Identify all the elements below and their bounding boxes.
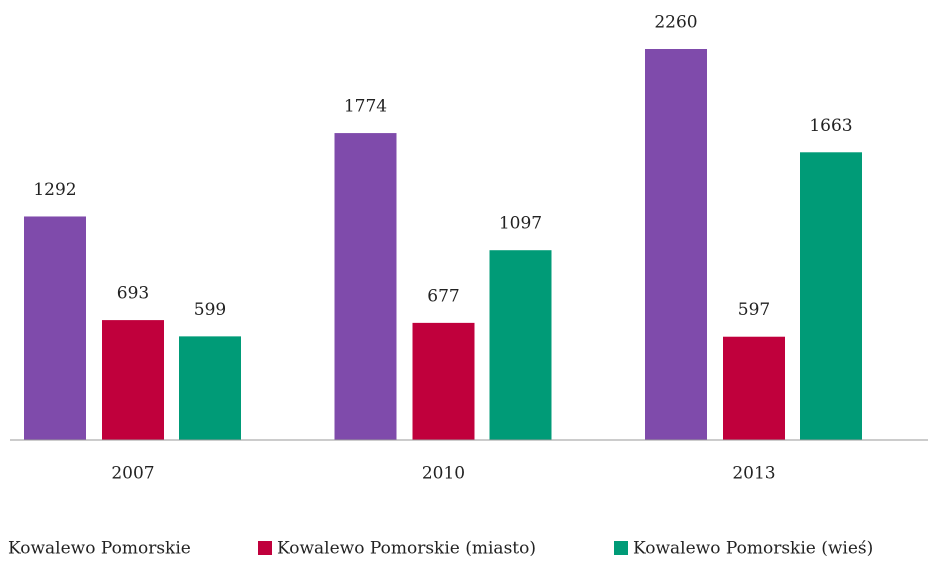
x-tick-label: 2013	[732, 464, 775, 484]
data-label: 693	[117, 284, 149, 304]
data-label: 677	[427, 286, 459, 306]
bar	[334, 133, 397, 440]
data-label: 2260	[654, 13, 697, 33]
bar	[179, 336, 241, 440]
data-label: 599	[194, 300, 226, 320]
legend-swatch	[258, 541, 272, 555]
legend-label: Kowalewo Pomorskie	[8, 539, 191, 559]
data-label: 1292	[33, 180, 76, 200]
bar	[645, 49, 707, 440]
x-tick-label: 2010	[422, 464, 465, 484]
legend-swatch	[614, 541, 628, 555]
bar	[24, 216, 86, 440]
x-tick-label: 2007	[111, 464, 154, 484]
bar	[489, 250, 552, 440]
legend-label: Kowalewo Pomorskie (miasto)	[277, 539, 536, 559]
legend-label: Kowalewo Pomorskie (wieś)	[633, 539, 873, 559]
data-label: 1774	[344, 97, 387, 117]
bar	[800, 152, 862, 440]
bar	[723, 336, 785, 440]
bar	[102, 320, 164, 440]
data-label: 1663	[809, 116, 852, 136]
bar	[412, 322, 475, 440]
data-label: 1097	[499, 214, 542, 234]
data-label: 597	[738, 300, 770, 320]
